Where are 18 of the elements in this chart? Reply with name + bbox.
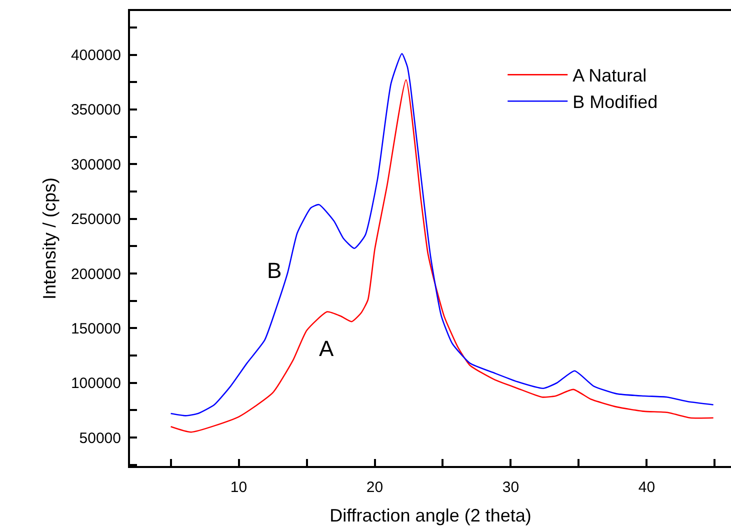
- legend-label: B Modified: [572, 92, 658, 112]
- y-axis-title: Intensity / (cps): [40, 177, 60, 300]
- x-axis-title: Diffraction angle (2 theta): [330, 506, 532, 526]
- y-tick-label: 350000: [70, 102, 121, 119]
- annotation: A: [319, 336, 334, 361]
- y-tick-label: 250000: [70, 211, 121, 228]
- legend-label: A Natural: [572, 66, 647, 86]
- x-tick-label: 30: [502, 479, 520, 496]
- y-tick-label: 200000: [70, 266, 121, 283]
- x-tick-label: 40: [638, 479, 656, 496]
- y-tick-label: 100000: [70, 375, 121, 392]
- x-tick-label: 20: [366, 479, 384, 496]
- y-tick-label: 150000: [70, 320, 121, 338]
- annotation: B: [267, 258, 282, 283]
- y-tick-label: 300000: [70, 156, 121, 174]
- y-tick-label: 50000: [79, 430, 121, 447]
- x-tick-label: 10: [230, 479, 248, 496]
- y-tick-label: 400000: [70, 47, 121, 64]
